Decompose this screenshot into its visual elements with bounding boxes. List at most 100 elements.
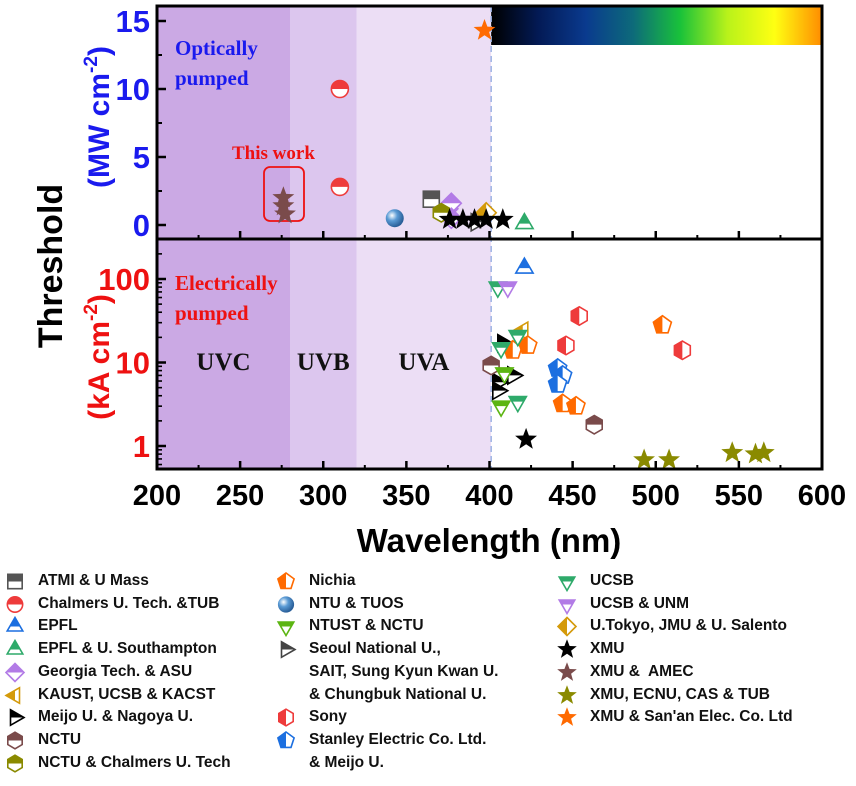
legend-item: Georgia Tech. & ASU (4, 661, 231, 684)
legend-item: NTUST & NCTU (275, 615, 498, 638)
legend-marker (276, 730, 296, 749)
legend-column-2: Nichia NTU & TUOS NTUST & NCTU Seoul Nation… (275, 570, 498, 774)
legend-item: Chalmers U. Tech. &TUB (4, 593, 231, 616)
band-label-uva: UVA (398, 349, 449, 376)
legend-marker (4, 662, 26, 683)
legend-marker (557, 707, 577, 727)
legend-item: XMU & San'an Elec. Co. Ltd (556, 706, 793, 729)
legend-marker (557, 662, 577, 681)
legend-label: EPFL & U. Southampton (38, 640, 217, 658)
legend-item: NTU & TUOS (275, 593, 498, 616)
top-y-tick-label: 5 (133, 140, 150, 175)
legend-marker-icon (556, 706, 578, 729)
electrical-point (491, 341, 512, 360)
legend-label: Seoul National U., SAIT, Sung Kyun Kwan … (309, 640, 499, 703)
legend-marker (6, 573, 24, 590)
legend-item: NCTU & Chalmers U. Tech (4, 752, 231, 775)
legend-label: EPFL (38, 617, 78, 635)
electrical-point (744, 442, 767, 464)
legend-marker-icon (4, 684, 26, 707)
legend-label: XMU & San'an Elec. Co. Ltd (590, 708, 793, 726)
legend-marker (557, 639, 577, 659)
legend-column-1: ATMI & U Mass Chalmers U. Tech. &TUB EPFL E… (4, 570, 231, 774)
legend-item: UCSB & UNM (556, 593, 793, 616)
x-tick-label: 500 (632, 480, 680, 512)
optical-point (330, 79, 350, 99)
legend-marker (276, 621, 296, 638)
electrical-point (494, 367, 515, 385)
optical-markers (272, 19, 535, 233)
threshold-vs-wavelength-chart: Optically pumped Electrically pumped This … (32, 4, 846, 559)
legend-label: Nichia (309, 572, 356, 589)
legend-item: EPFL & U. Southampton (4, 638, 231, 661)
electrical-point (515, 427, 537, 449)
legend-marker (557, 598, 577, 615)
band-labels: UVC UVB UVA (196, 349, 449, 376)
x-tick-label: 200 (133, 480, 181, 512)
optical-point (330, 177, 350, 197)
x-axis-title: Wavelength (nm) (357, 522, 622, 559)
x-tick-label: 450 (548, 480, 596, 512)
optical-point (514, 211, 535, 230)
legend-marker (6, 731, 24, 750)
electrical-point (482, 355, 500, 376)
electrical-point (491, 400, 512, 418)
bottom-y-tick-label: 100 (98, 262, 150, 297)
legend-marker (557, 576, 577, 592)
legend-label: ATMI & U Mass (38, 572, 149, 589)
legend-item: KAUST, UCSB & KACST (4, 684, 231, 707)
legend-marker-icon (4, 752, 26, 775)
legend-item: XMU (556, 638, 793, 661)
legend-item: Stanley Electric Co. Ltd. & Meijo U. (275, 729, 498, 774)
legend-item: Meijo U. & Nagoya U. (4, 706, 231, 729)
electrical-point (557, 335, 575, 356)
legend-label: NTU & TUOS (309, 594, 404, 612)
legend-marker (557, 684, 577, 704)
band-label-uvb: UVB (297, 349, 350, 376)
optical-point (452, 208, 474, 229)
optical-point (491, 208, 514, 229)
legend-marker (5, 616, 25, 633)
x-tick-label: 350 (382, 480, 430, 512)
legend-marker (276, 572, 296, 590)
legend-label: NTUST & NCTU (309, 617, 424, 635)
legend-marker-icon (556, 684, 578, 707)
electrical-point (507, 329, 528, 348)
electrical-point (721, 441, 744, 463)
legend-marker-icon (556, 638, 578, 661)
legend-item: U.Tokyo, JMU & U. Salento (556, 615, 793, 638)
legend-label: UCSB (590, 572, 634, 589)
legend-label: Meijo U. & Nagoya U. (38, 708, 194, 726)
legend-marker-icon (275, 729, 297, 752)
electrical-point (507, 395, 528, 414)
x-tick-label: 550 (715, 480, 763, 512)
legend-marker (280, 640, 297, 659)
legend-label: Chalmers U. Tech. &TUB (38, 594, 220, 612)
electrical-point (491, 380, 510, 401)
top-y-unit-label: (MW cm-2) (81, 46, 116, 188)
electrical-point (652, 314, 673, 334)
legend-item: UCSB (556, 570, 793, 593)
legend-marker (5, 639, 25, 655)
legend-marker (9, 708, 26, 727)
optically-pumped-label: Optically pumped (175, 36, 258, 90)
legend-marker-icon (4, 706, 26, 729)
electrical-point (547, 373, 568, 393)
this-work-box (263, 166, 305, 222)
legend-marker (277, 596, 295, 613)
legend-marker-icon (4, 570, 26, 593)
visible-spectrum-bar (491, 6, 822, 45)
electrical-point (552, 393, 573, 413)
legend-marker-icon (4, 661, 26, 684)
legend-marker-icon (556, 661, 578, 684)
legend-item: EPFL (4, 615, 231, 638)
electrical-point (633, 448, 655, 469)
x-tick-label: 300 (299, 480, 347, 512)
legend-marker-icon (556, 570, 578, 593)
electrical-point (752, 441, 775, 463)
legend-marker-icon (4, 729, 26, 752)
electrical-point (497, 281, 518, 299)
legend-marker (6, 753, 24, 773)
legend-label: UCSB & UNM (590, 594, 690, 612)
y-axis-title: Threshold (32, 184, 70, 348)
